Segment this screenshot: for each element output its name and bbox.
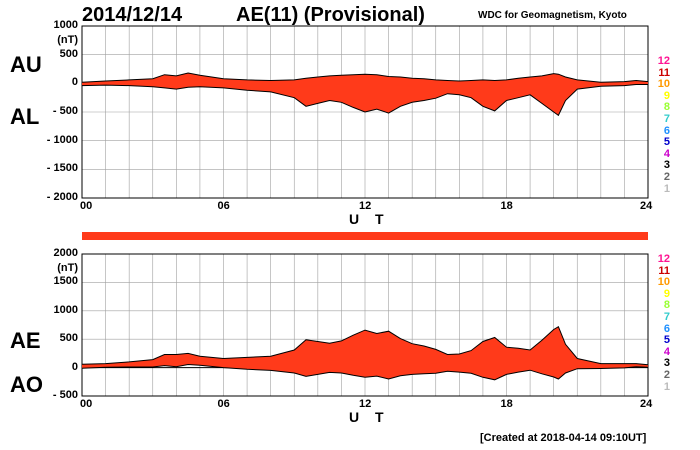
legend-number: 3 — [663, 357, 670, 370]
legend-number: 1 — [663, 380, 670, 393]
x-tick-label: 00 — [80, 398, 93, 410]
legend-number: 6 — [663, 124, 670, 137]
chart-title: AE(11) (Provisional) — [236, 4, 425, 26]
date-title: 2014/12/14 — [82, 4, 183, 26]
y-tick-label: 1000 — [53, 303, 78, 316]
upper-series-label: AE — [10, 328, 41, 353]
series-line-AE — [81, 325, 649, 366]
legend-number: 7 — [663, 311, 670, 323]
legend-number: 8 — [663, 299, 670, 312]
legend-number: 9 — [663, 287, 670, 300]
legend-number: 2 — [663, 369, 670, 381]
legend-number: 5 — [663, 334, 670, 347]
legend-number: 4 — [663, 345, 670, 358]
upper-series-label: AU — [10, 52, 42, 77]
series-line-AO — [81, 363, 649, 381]
legend-number: 11 — [658, 66, 670, 79]
x-axis-label: U T — [349, 409, 390, 425]
x-tick-label: 24 — [640, 200, 653, 212]
y-tick-label: - 1000 — [46, 133, 78, 146]
legend-number: 11 — [658, 264, 670, 277]
legend-number: 2 — [663, 171, 670, 183]
created-timestamp: [Created at 2018-04-14 09:10UT] — [480, 432, 647, 444]
y-tick-label: - 1500 — [46, 162, 78, 175]
red-separator-bar — [82, 232, 648, 240]
legend-number: 9 — [663, 89, 670, 102]
x-tick-label: 06 — [217, 200, 230, 212]
legend-number: 5 — [663, 136, 670, 149]
legend-number: 12 — [657, 55, 670, 67]
y-tick-label: 0 — [71, 76, 78, 89]
y-unit-label: (nT) — [57, 262, 78, 274]
y-tick-label: - 2000 — [46, 191, 78, 203]
x-tick-label: 00 — [80, 200, 93, 212]
y-tick-label: 1500 — [53, 275, 78, 288]
legend-number: 6 — [663, 322, 670, 335]
y-unit-label: (nT) — [57, 34, 78, 46]
lower-series-label: AO — [10, 372, 43, 397]
series-line-AU — [81, 72, 649, 83]
y-tick-label: 0 — [71, 360, 78, 373]
x-tick-label: 18 — [500, 200, 513, 212]
y-tick-label: 1000 — [53, 19, 78, 31]
legend-number: 10 — [657, 78, 670, 91]
legend-number: 3 — [663, 159, 670, 172]
legend-number: 1 — [663, 182, 670, 195]
legend-number: 7 — [663, 113, 670, 125]
series-line-AL — [81, 84, 648, 117]
x-tick-label: 12 — [359, 398, 372, 410]
y-tick-label: 500 — [59, 47, 78, 60]
legend-number: 8 — [663, 101, 670, 114]
area-fill-AE-AO — [82, 326, 648, 380]
y-tick-label: 500 — [59, 332, 78, 345]
lower-series-label: AL — [10, 104, 40, 129]
y-tick-label: 2000 — [53, 247, 78, 259]
legend-number: 4 — [663, 147, 670, 160]
plot-frame — [81, 253, 649, 397]
x-tick-label: 18 — [500, 398, 513, 410]
plot-frame — [81, 25, 649, 199]
area-fill-AU-AL — [82, 73, 648, 116]
legend-number: 10 — [657, 276, 670, 289]
x-tick-label: 06 — [217, 398, 230, 410]
source-label: WDC for Geomagnetism, Kyoto — [478, 10, 627, 21]
y-tick-label: - 500 — [52, 389, 78, 401]
x-tick-label: 12 — [359, 200, 372, 212]
legend-number: 12 — [657, 253, 670, 265]
y-tick-label: - 500 — [52, 105, 78, 117]
x-axis-label: U T — [349, 211, 390, 227]
x-tick-label: 24 — [640, 398, 653, 410]
